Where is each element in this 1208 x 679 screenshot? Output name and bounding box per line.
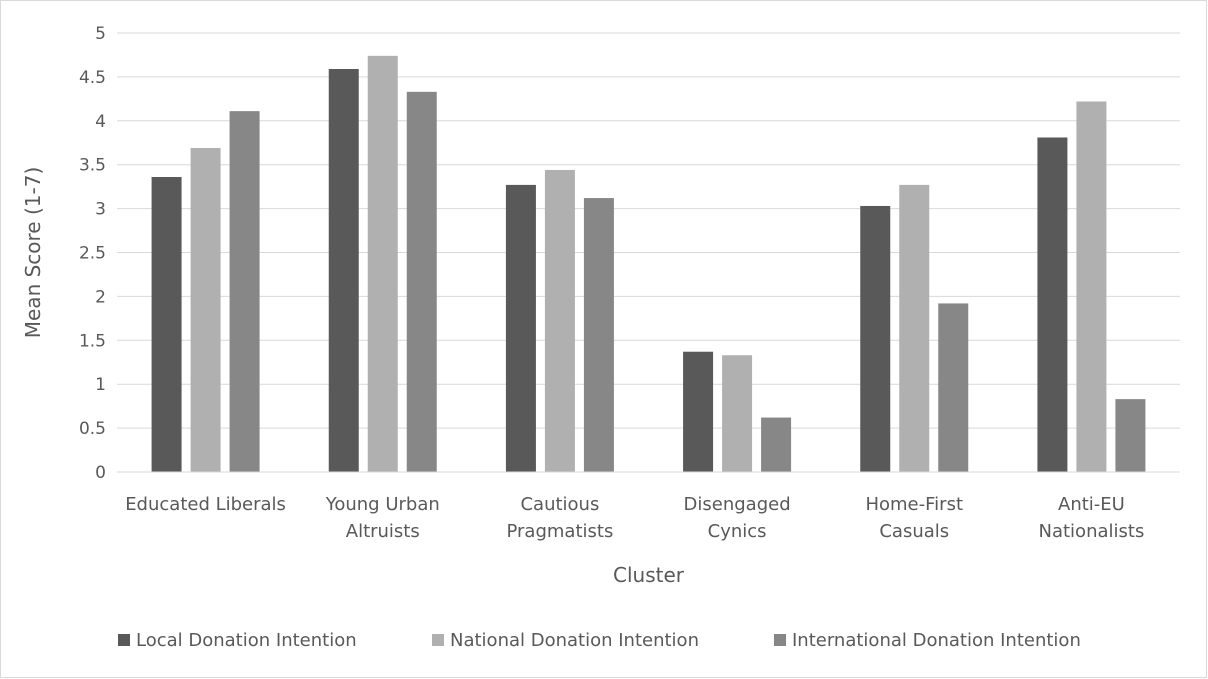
y-tick-label: 2 <box>95 287 106 307</box>
legend-label: Local Donation Intention <box>136 630 357 651</box>
bar <box>367 55 398 472</box>
y-tick-label: 0 <box>95 463 106 483</box>
x-tick-label: Cautious <box>520 494 599 515</box>
legend-swatch <box>118 634 130 646</box>
y-tick-label: 3 <box>95 200 106 220</box>
bar <box>1115 399 1146 472</box>
y-axis-ticks: 0 0.5 1 1.5 2 2.5 3 3.5 4 4.5 5 <box>79 24 106 483</box>
legend-label: National Donation Intention <box>450 630 699 651</box>
bar <box>583 198 614 472</box>
gridlines <box>117 32 1180 429</box>
y-tick-label: 0.5 <box>79 419 106 439</box>
y-tick-label: 4 <box>95 112 106 132</box>
y-tick-label: 1 <box>95 375 106 395</box>
bar <box>938 303 969 472</box>
x-tick-label: Altruists <box>346 521 420 542</box>
bar <box>505 184 536 473</box>
x-axis-categories: Educated Liberals Young Urban Altruists Cau… <box>125 494 1144 542</box>
x-tick-label: Anti-EU <box>1058 494 1125 515</box>
bar <box>229 111 260 472</box>
y-tick-label: 3.5 <box>79 156 106 176</box>
bar <box>151 176 182 472</box>
bar <box>722 355 753 472</box>
bar <box>683 351 714 472</box>
bars <box>151 55 1146 473</box>
y-tick-label: 5 <box>95 24 106 44</box>
y-axis-title: Mean Score (1-7) <box>21 167 45 339</box>
x-tick-label: Nationalists <box>1039 521 1145 542</box>
x-tick-label: Educated Liberals <box>125 494 286 515</box>
x-tick-label: Pragmatists <box>506 521 613 542</box>
x-tick-label: Young Urban <box>325 494 440 515</box>
bar <box>1076 101 1107 472</box>
x-tick-label: Disengaged <box>684 494 791 515</box>
y-tick-label: 1.5 <box>79 331 106 351</box>
bar <box>860 205 891 472</box>
bar <box>899 184 930 473</box>
x-tick-label: Casuals <box>879 521 949 542</box>
x-tick-label: Cynics <box>708 521 767 542</box>
bar <box>406 91 437 473</box>
legend-swatch <box>774 634 786 646</box>
x-tick-label: Home-First <box>865 494 963 515</box>
bar <box>1037 137 1068 472</box>
bar <box>328 68 359 473</box>
bar <box>761 417 792 472</box>
legend-label: International Donation Intention <box>792 630 1081 651</box>
bar <box>190 148 221 472</box>
bar <box>544 169 575 472</box>
x-axis-title: Cluster <box>613 563 685 587</box>
y-tick-label: 2.5 <box>79 244 106 264</box>
legend: Local Donation Intention National Donatio… <box>118 630 1081 651</box>
legend-swatch <box>432 634 444 646</box>
y-tick-label: 4.5 <box>79 68 106 88</box>
